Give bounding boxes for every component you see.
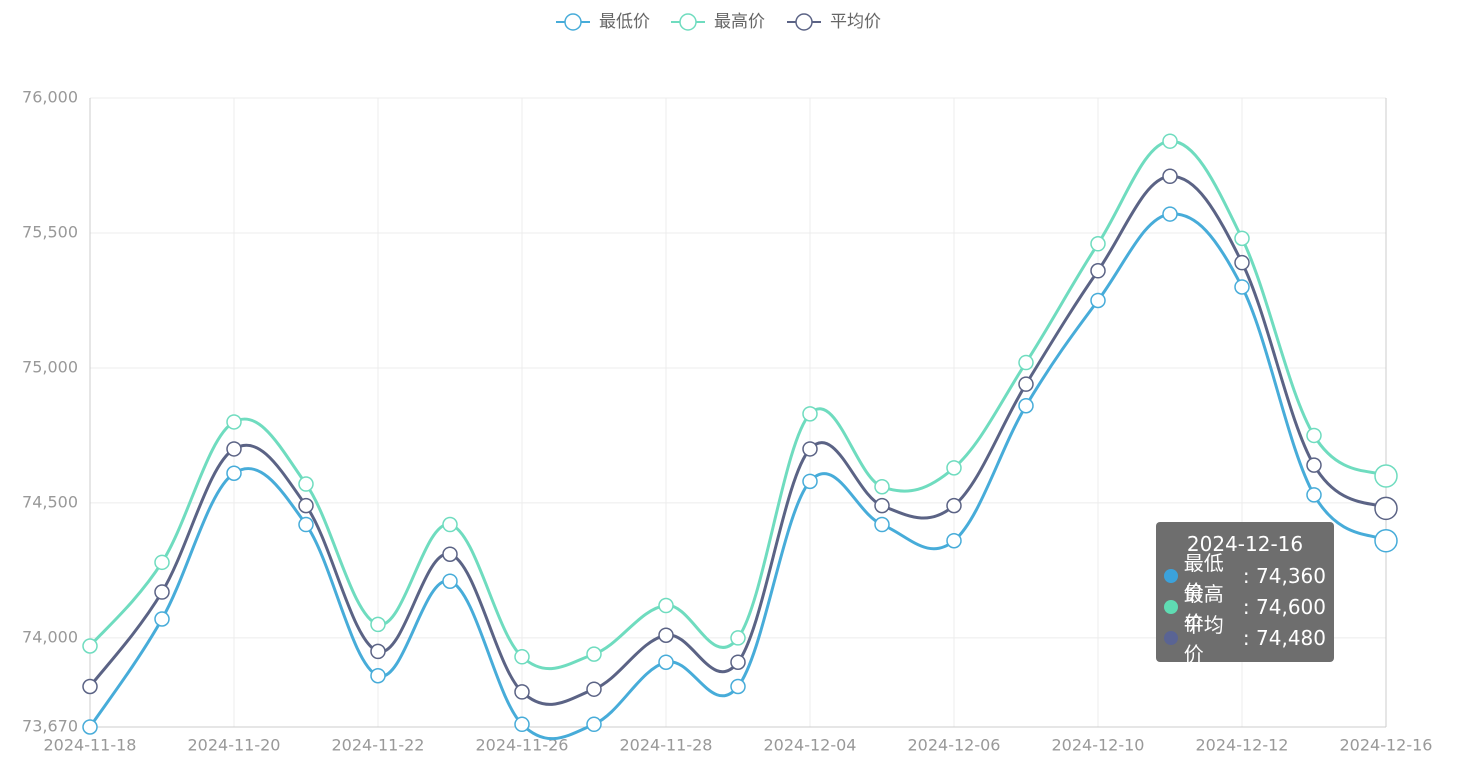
data-point — [946, 497, 962, 514]
data-point — [370, 667, 386, 684]
data-point — [1234, 230, 1250, 247]
legend-label: 最高价 — [714, 12, 765, 32]
data-point — [802, 441, 818, 457]
data-point — [370, 616, 386, 633]
data-point — [226, 441, 242, 457]
y-tick-label: 73,670 — [22, 717, 78, 736]
data-point — [586, 716, 602, 733]
data-point — [442, 516, 458, 533]
data-point — [730, 654, 746, 670]
data-point — [514, 716, 530, 733]
data-point — [658, 654, 674, 670]
data-point — [154, 611, 170, 627]
data-point — [298, 476, 314, 492]
data-point — [802, 473, 818, 490]
data-point — [442, 546, 458, 562]
tooltip-row: 最低价: 74,360 — [1164, 551, 1326, 604]
data-point — [1234, 254, 1250, 271]
data-point — [946, 460, 962, 476]
y-tick-label: 75,500 — [22, 222, 78, 241]
data-point — [1374, 496, 1398, 521]
data-point — [1090, 263, 1106, 279]
x-tick-label: 2024-11-28 — [620, 736, 713, 755]
tooltip-dot — [1164, 599, 1178, 614]
x-tick-label: 2024-11-20 — [188, 736, 281, 755]
data-point — [514, 684, 530, 700]
y-tick-label: 75,000 — [22, 357, 78, 376]
data-point — [82, 638, 98, 654]
y-tick-label: 74,000 — [22, 627, 78, 646]
data-point — [946, 532, 962, 549]
tooltip-row: 最高价: 74,600 — [1164, 582, 1326, 635]
data-point — [1162, 168, 1178, 185]
data-point — [1306, 457, 1322, 473]
y-tick-label: 76,000 — [22, 88, 78, 107]
data-point — [730, 678, 746, 695]
tooltip: 2024-12-16 最低价: 74,360 最高价: 74,600 平均价: 74… — [1156, 522, 1334, 666]
legend-icon — [679, 13, 697, 31]
tooltip-row: 平均价: 74,480 — [1164, 613, 1326, 666]
data-point — [586, 681, 602, 697]
tooltip-series: 最高价 — [1183, 581, 1224, 635]
data-point — [298, 516, 314, 533]
x-tick-label: 2024-12-06 — [908, 736, 1001, 755]
legend: 最低价 最高价 平均价 — [556, 12, 881, 32]
data-point — [1018, 398, 1034, 414]
data-point — [154, 584, 170, 600]
data-point — [514, 649, 530, 665]
data-point — [874, 516, 890, 533]
data-point — [802, 406, 818, 422]
data-point — [1018, 376, 1034, 392]
legend-icon — [564, 13, 582, 31]
tooltip-dot — [1164, 630, 1178, 645]
y-tick-label: 74,500 — [22, 492, 78, 511]
data-point — [442, 573, 458, 589]
data-point — [658, 597, 674, 614]
x-tick-label: 2024-12-16 — [1340, 736, 1433, 755]
data-point — [1374, 528, 1398, 553]
data-point — [154, 554, 170, 571]
data-point — [1306, 427, 1322, 444]
data-point — [226, 414, 242, 430]
data-point — [82, 678, 98, 695]
data-point — [658, 627, 674, 643]
legend-label: 最低价 — [599, 12, 650, 32]
tooltip-series: 平均价 — [1183, 612, 1224, 666]
data-point — [730, 630, 746, 646]
data-point — [1090, 292, 1106, 309]
x-tick-label: 2024-12-10 — [1052, 736, 1145, 755]
tooltip-value: 74,360 — [1256, 563, 1326, 588]
tooltip-value: 74,480 — [1256, 625, 1326, 650]
x-tick-label: 2024-12-12 — [1196, 736, 1289, 755]
data-point — [874, 497, 890, 514]
data-point — [298, 497, 314, 514]
data-point — [82, 719, 98, 735]
data-point — [226, 465, 242, 481]
tooltip-value: 74,600 — [1256, 594, 1326, 619]
legend-label: 平均价 — [830, 12, 881, 32]
x-tick-label: 2024-11-22 — [332, 736, 425, 755]
tooltip-title: 2024-12-16 — [1186, 532, 1304, 556]
data-point — [1090, 236, 1106, 252]
x-tick-label: 2024-12-04 — [764, 736, 857, 755]
legend-icon — [795, 13, 813, 31]
x-tick-label: 2024-11-26 — [476, 736, 569, 755]
data-point — [370, 643, 386, 660]
x-tick-label: 2024-11-18 — [44, 736, 137, 755]
tooltip-series: 最低价 — [1183, 550, 1224, 604]
data-point — [586, 646, 602, 662]
tooltip-dot — [1164, 568, 1178, 583]
data-point — [1374, 464, 1398, 488]
data-point — [874, 478, 890, 495]
data-point — [1162, 133, 1178, 149]
data-point — [1018, 354, 1034, 371]
data-point — [1234, 279, 1250, 295]
data-point — [1162, 206, 1178, 222]
data-point — [1306, 487, 1322, 503]
